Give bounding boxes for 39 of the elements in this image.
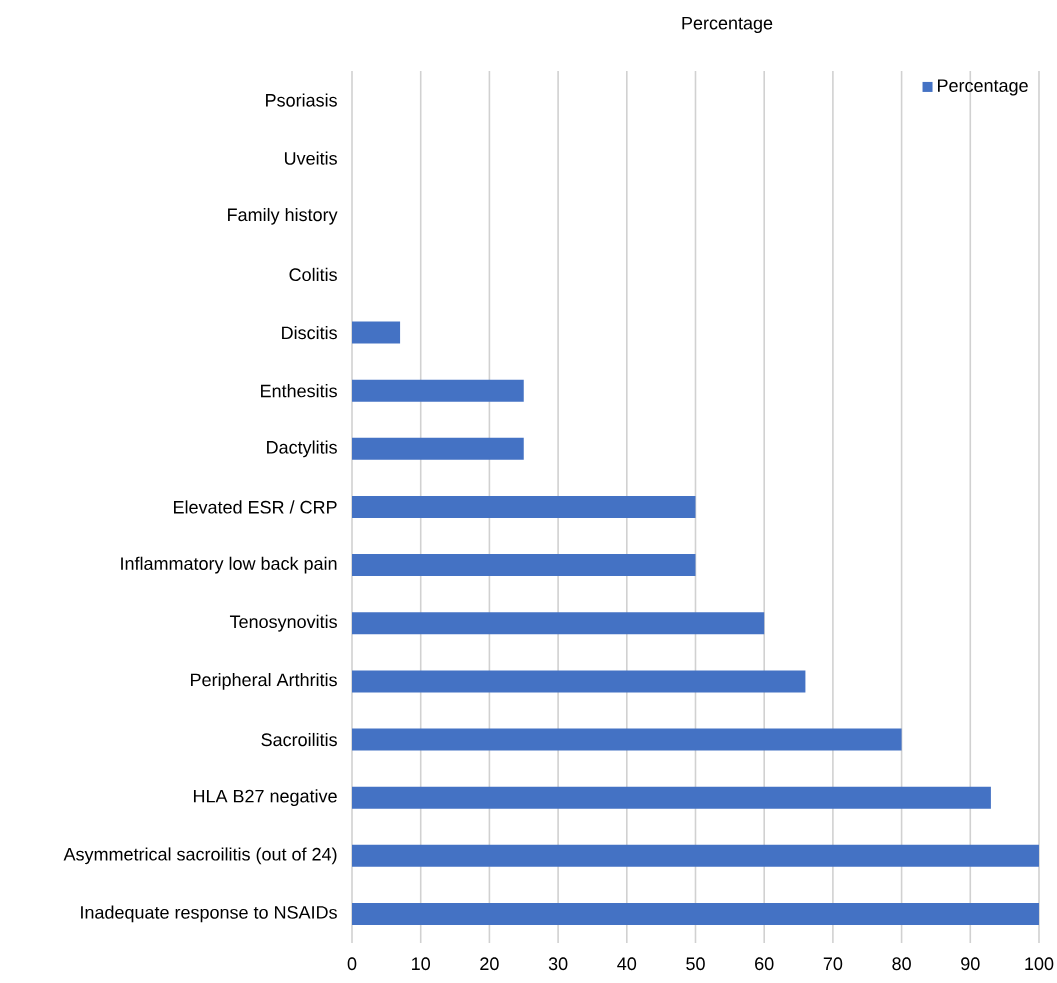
chart-title: Percentage bbox=[682, 16, 773, 34]
x-tick-label: 80 bbox=[892, 957, 911, 971]
y-tick-label: Asymmetrical sacroilitis (out of 24) bbox=[63, 847, 337, 865]
y-tick-label: HLA B27 negative bbox=[193, 789, 337, 807]
bar bbox=[352, 379, 524, 402]
y-tick-label: Peripheral Arthritis bbox=[191, 673, 337, 690]
bar bbox=[352, 612, 765, 635]
x-tick-label: 100 bbox=[1025, 957, 1054, 971]
x-tick-label: 0 bbox=[347, 957, 357, 971]
y-tick-label: Family history bbox=[228, 207, 338, 225]
y-tick-label: Colitis bbox=[289, 267, 337, 282]
y-tick-label: Enthesitis bbox=[261, 384, 337, 398]
bar bbox=[352, 554, 696, 577]
x-tick-label: 40 bbox=[617, 957, 637, 971]
bar bbox=[352, 786, 991, 809]
x-tick-label: 10 bbox=[412, 957, 431, 971]
x-tick-label: 20 bbox=[480, 957, 499, 971]
x-tick-label: 50 bbox=[686, 957, 705, 971]
y-tick-label: Inflammatory low back pain bbox=[121, 556, 337, 574]
y-tick-label: Discitis bbox=[282, 325, 337, 340]
x-tick-label: 30 bbox=[548, 957, 568, 971]
y-tick-label: Elevated ESR / CRP bbox=[174, 500, 337, 514]
bar bbox=[352, 321, 401, 344]
y-tick-label: Uveitis bbox=[284, 151, 337, 165]
bar bbox=[352, 496, 696, 518]
bar bbox=[352, 844, 1039, 867]
y-tick-label: Dactylitis bbox=[267, 440, 337, 458]
y-tick-label: Inadequate response to NSAIDs bbox=[81, 905, 337, 923]
bar bbox=[352, 670, 806, 693]
x-tick-label: 60 bbox=[755, 957, 774, 971]
bar bbox=[352, 437, 524, 460]
y-tick-label: Sacroilitis bbox=[261, 732, 337, 747]
y-tick-label: Tenosynovitis bbox=[229, 614, 337, 632]
legend-label: Percentage bbox=[938, 79, 1028, 96]
bar bbox=[352, 728, 902, 751]
y-tick-label: Psoriasis bbox=[266, 93, 337, 107]
bar bbox=[352, 902, 1039, 925]
x-tick-label: 90 bbox=[961, 957, 980, 971]
x-tick-label: 70 bbox=[823, 957, 843, 971]
